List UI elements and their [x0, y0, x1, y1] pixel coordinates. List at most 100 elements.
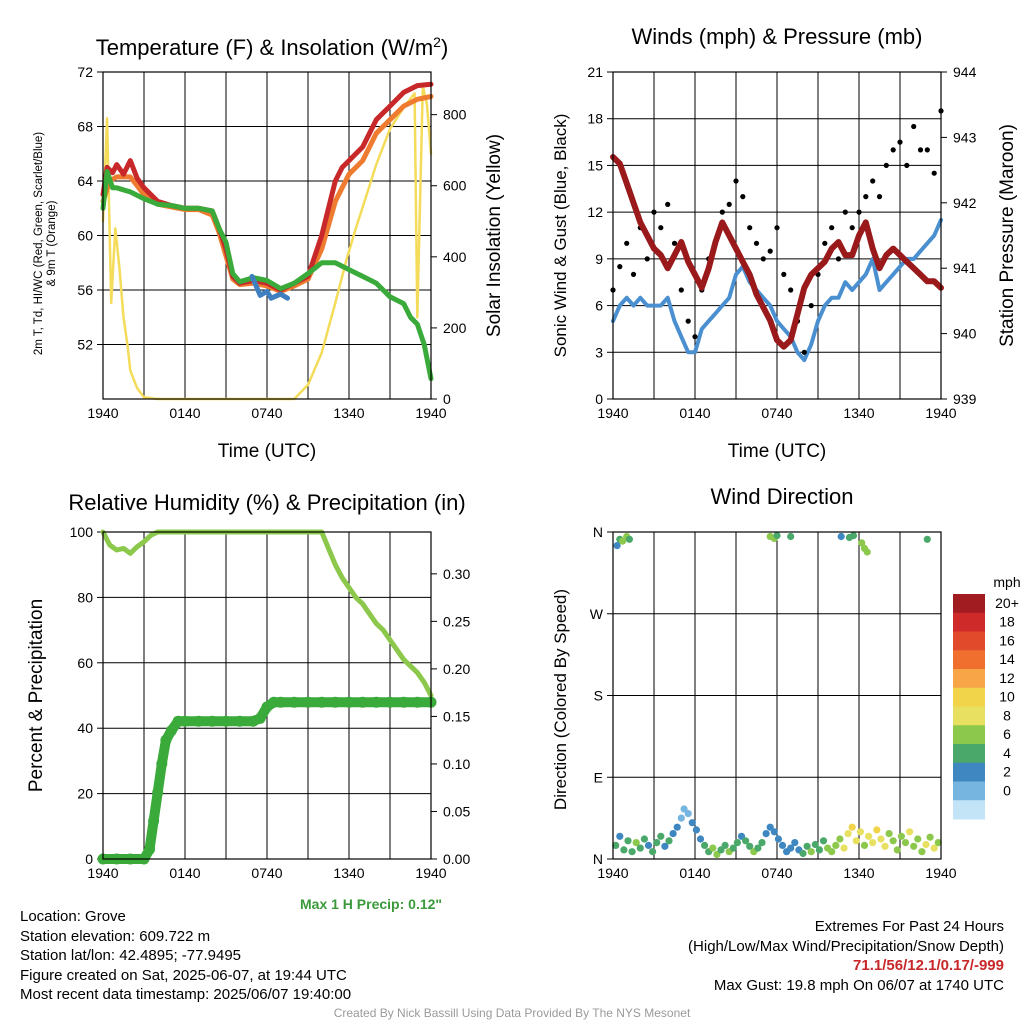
gust-point: [890, 147, 896, 153]
colorbar: mph 20+ 18 16 14 12 10 8 6 4 2 0: [953, 574, 1021, 820]
gust-point: [856, 209, 862, 215]
wind-dir-point: [640, 835, 649, 843]
wind-dir-point: [713, 850, 721, 859]
wind-dir-point: [758, 839, 766, 847]
wind-dir-point: [692, 826, 701, 834]
colorbar-label: 8: [1003, 707, 1011, 723]
colorbar-swatch: [953, 612, 985, 632]
colorbar-swatch: [953, 687, 985, 707]
y2-tick-label: 0.25: [443, 613, 470, 629]
wind-dir-point: [901, 839, 910, 847]
x-tick-label: 0740: [251, 405, 282, 421]
y2-tick-label: 939: [953, 391, 977, 407]
y-tick-label: S: [594, 688, 603, 704]
y-tick-label: E: [594, 769, 603, 785]
wind-dir-point: [696, 835, 705, 843]
precip-point: [398, 696, 410, 708]
wind-dir-point: [680, 805, 688, 813]
extremes-subtitle: (High/Low/Max Wind/Precipitation/Snow De…: [688, 937, 1004, 955]
x-tick-label: 1940: [415, 405, 446, 421]
y2-axis-label: Solar Insolation (Yellow): [484, 134, 505, 337]
gust-point: [665, 201, 671, 207]
y2-tick-label: 943: [953, 129, 977, 145]
wind-dir-point: [791, 839, 799, 847]
gust-point: [753, 240, 760, 246]
x-tick-label: 1940: [597, 405, 628, 421]
x-tick-label: 1340: [333, 865, 364, 881]
colorbar-label: 2: [1003, 764, 1011, 780]
wind-dir-point: [612, 841, 620, 850]
gust-point: [726, 201, 732, 207]
wind-dir-point: [661, 842, 669, 850]
wind-dir-point: [754, 844, 762, 852]
wind-dir-point: [778, 841, 787, 850]
y-axis-label: Sonic Wind & Gust (Blue, Black): [551, 114, 570, 358]
precip-point: [144, 844, 155, 855]
y2-tick-label: 400: [443, 249, 467, 265]
colorbar-label: 14: [999, 651, 1015, 667]
y-tick-label: 80: [77, 589, 93, 605]
y-axis-label: & 9m T (Orange): [46, 200, 58, 286]
y2-tick-label: 942: [953, 195, 977, 211]
wind-dir-point: [858, 539, 866, 547]
y2-axis-label: Station Pressure (Maroon): [997, 124, 1018, 347]
wind-dir-point: [893, 846, 901, 854]
wind-dir-point: [649, 848, 657, 856]
precip-point: [357, 696, 369, 708]
wind-dir-point: [877, 835, 885, 843]
colorbar-label: 10: [999, 689, 1015, 705]
gust-point: [917, 147, 924, 153]
gust-point: [678, 287, 684, 293]
gust-point: [651, 209, 657, 215]
precip-point: [384, 696, 396, 708]
x-tick-label: 0740: [761, 405, 792, 421]
extremes-values: 71.1/56/12.1/0.17/-999: [853, 957, 1004, 974]
colorbar-swatch: [953, 762, 985, 782]
precip-point: [193, 715, 205, 727]
wind-dir-point: [873, 826, 881, 834]
gust-point: [801, 349, 807, 355]
wind-dir-point: [910, 842, 918, 850]
x-tick-label: 1340: [843, 865, 874, 881]
y-tick-label: 9: [595, 251, 603, 267]
wind-dir-point: [828, 848, 836, 856]
y-axis-label: Percent & Precipitation: [26, 599, 47, 792]
colorbar-label: 6: [1003, 726, 1011, 742]
wind-dir-point: [721, 841, 729, 850]
y2-tick-label: 0.20: [443, 661, 470, 677]
colorbar-label: 0: [1003, 782, 1011, 798]
gust-point: [829, 225, 835, 231]
gust-point: [644, 256, 650, 262]
gust-point: [781, 271, 787, 277]
gust-point: [624, 240, 630, 246]
max-gust: Max Gust: 19.8 mph On 06/07 at 1740 UTC: [713, 976, 1004, 994]
gust-point: [617, 264, 623, 270]
colorbar-title: mph: [993, 574, 1020, 590]
colorbar-swatch: [953, 650, 985, 670]
y-tick-label: 18: [587, 111, 603, 127]
precip-point: [206, 715, 218, 727]
y-tick-label: 60: [77, 655, 93, 671]
wind-dir-point: [930, 844, 938, 852]
gust-point: [692, 334, 698, 340]
gust-point: [788, 287, 794, 293]
x-tick-label: 1940: [925, 405, 956, 421]
gust-point: [740, 194, 746, 200]
wind-dir-point: [684, 810, 692, 818]
wind-dir-point: [885, 830, 893, 838]
station-latlon: Station lat/lon: 42.4895; -77.9495: [20, 947, 242, 964]
chart-title: Wind Direction: [710, 484, 853, 509]
y-tick-label: 0: [85, 851, 93, 867]
wind-dir-point: [807, 848, 815, 856]
y2-tick-label: 0.15: [443, 708, 470, 724]
precip-point: [220, 715, 232, 727]
wind-dir-point: [688, 819, 696, 827]
y-tick-label: 15: [587, 157, 603, 173]
y2-tick-label: 0: [443, 391, 451, 407]
y-axis-label: Direction (Colored By Speed): [551, 589, 570, 810]
wind-dir-point: [770, 828, 778, 836]
extremes-info: Extremes For Past 24 Hours (High/Low/Max…: [688, 917, 1004, 995]
y-tick-label: 40: [77, 720, 93, 736]
gust-point: [931, 170, 937, 176]
colorbar-swatch: [953, 725, 985, 745]
